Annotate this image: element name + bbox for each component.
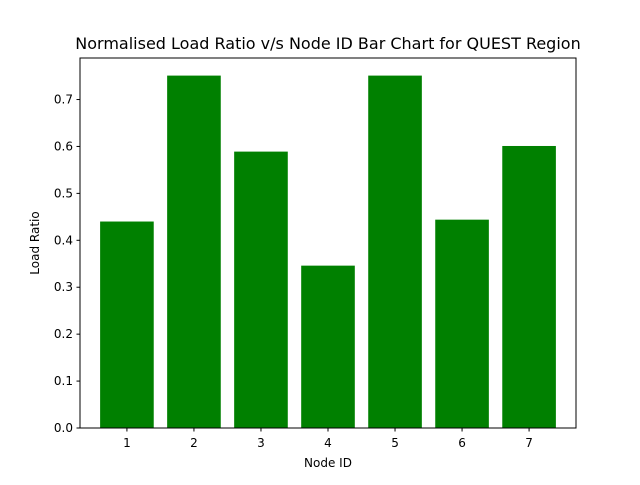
x-tick-label: 7: [525, 436, 533, 450]
bar-node-7: [502, 145, 556, 429]
y-tick-label: 0.6: [54, 139, 73, 153]
bar-node-6: [435, 219, 489, 428]
bar-node-3: [234, 151, 288, 429]
bars-layer: [100, 75, 556, 429]
x-axis-label: Node ID: [304, 456, 352, 470]
x-tick-label: 5: [391, 436, 399, 450]
x-tick-label: 2: [190, 436, 198, 450]
bar-node-5: [368, 75, 422, 428]
y-axis-ticks: 0.0 0.1 0.2 0.3 0.4 0.5 0.6 0.7: [54, 93, 80, 435]
y-tick-label: 0.4: [54, 233, 73, 247]
y-tick-label: 0.2: [54, 327, 73, 341]
y-tick-label: 0.5: [54, 186, 73, 200]
y-tick-label: 0.0: [54, 421, 73, 435]
x-tick-label: 4: [324, 436, 332, 450]
y-tick-label: 0.1: [54, 374, 73, 388]
x-tick-label: 6: [458, 436, 466, 450]
x-tick-label: 3: [257, 436, 265, 450]
x-axis-ticks: 1 2 3 4 5 6 7: [123, 428, 533, 450]
y-tick-label: 0.3: [54, 280, 73, 294]
plot-frame: [79, 57, 577, 429]
y-axis-label: Load Ratio: [28, 211, 42, 274]
y-tick-label: 0.7: [54, 93, 73, 107]
bar-node-2: [167, 75, 221, 428]
x-tick-label: 1: [123, 436, 131, 450]
bar-node-1: [100, 221, 154, 428]
bar-node-4: [301, 265, 355, 428]
chart-title: Normalised Load Ratio v/s Node ID Bar Ch…: [75, 34, 580, 53]
